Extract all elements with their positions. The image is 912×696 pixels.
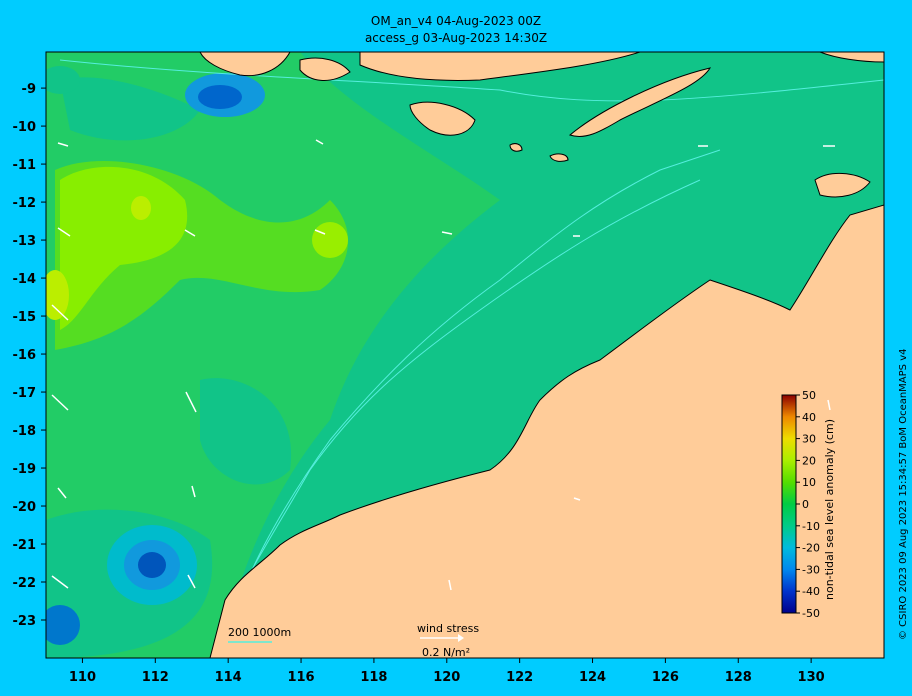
title-line-2: access_g 03-Aug-2023 14:30Z [364, 31, 548, 45]
anomaly-low-north-core [198, 85, 242, 109]
colorbar-title: non-tidal sea level anomaly (cm) [823, 419, 836, 600]
colorbar-tick-label: -40 [802, 585, 820, 598]
anomaly-peak-1 [131, 196, 151, 220]
x-tick-label: 114 [215, 670, 242, 685]
map-field [46, 52, 884, 658]
y-tick-label: -15 [13, 310, 37, 325]
credit-text: © CSIRO 2023 09 Aug 2023 15:34:57 BoM Oc… [898, 348, 909, 641]
y-tick-label: -11 [13, 158, 37, 173]
colorbar-tick-label: -50 [802, 607, 820, 620]
land-island-small [549, 153, 569, 162]
colorbar-tick-label: -30 [802, 563, 820, 576]
x-tick-label: 128 [725, 670, 752, 685]
anomaly-peak-2 [312, 222, 348, 258]
colorbar-tick-label: 50 [802, 389, 816, 402]
colorbar-tick-label: 0 [802, 498, 809, 511]
y-tick-label: -13 [13, 234, 37, 249]
colorbar-tick-label: 10 [802, 476, 816, 489]
anomaly-teal-nw [60, 77, 200, 141]
wind-stress-label: wind stress [417, 622, 479, 635]
title-line-1: OM_an_v4 04-Aug-2023 00Z [370, 14, 542, 28]
land-island-3 [359, 52, 641, 81]
anomaly-teal-mid [200, 378, 292, 485]
anomaly-yellowgreen-core [60, 166, 188, 330]
colorbar-tick-label: 40 [802, 411, 816, 424]
y-tick-label: -21 [13, 538, 37, 553]
anomaly-low-sw [46, 605, 80, 645]
land-island-2 [299, 57, 351, 81]
colorbar-tick-label: 30 [802, 433, 816, 446]
colorbar [781, 394, 797, 614]
wind-stress-value: 0.2 N/m² [422, 646, 470, 659]
land-australia [209, 204, 884, 658]
land-island-rote [509, 143, 523, 152]
colorbar-tick-label: -10 [802, 520, 820, 533]
x-tick-label: 116 [287, 670, 314, 685]
y-tick-label: -20 [13, 500, 37, 515]
x-tick-label: 120 [433, 670, 460, 685]
anomaly-teal-nw-corner [46, 66, 80, 94]
x-tick-label: 130 [798, 670, 825, 685]
isobath-north [59, 59, 884, 102]
x-tick-label: 112 [142, 670, 169, 685]
isobath-200m [209, 179, 701, 658]
y-tick-label: -18 [13, 424, 37, 439]
x-tick-label: 126 [652, 670, 679, 685]
y-tick-label: -23 [13, 614, 37, 629]
colorbar-ticks: 50 40 30 20 10 0 -10 -20 -30 -40 -50 [796, 389, 820, 620]
x-tick-label: 118 [360, 670, 387, 685]
x-axis-ticks: 110 112 114 116 118 120 122 124 126 128 130 [69, 658, 825, 685]
land-island-timor [568, 67, 712, 137]
y-axis-ticks: -9 -10 -11 -12 -13 -14 -15 -16 -17 -18 -19 -20 -21 -2… [13, 82, 46, 629]
wind-arrows [51, 139, 835, 591]
y-tick-label: -16 [13, 348, 37, 363]
x-tick-label: 110 [69, 670, 96, 685]
y-tick-label: -22 [13, 576, 37, 591]
x-tick-label: 124 [579, 670, 606, 685]
anomaly-low-south-core [138, 552, 166, 578]
y-tick-label: -9 [22, 82, 36, 97]
isobath-legend-label: 200 1000m [228, 626, 291, 639]
y-tick-label: -10 [13, 120, 37, 135]
y-tick-label: -17 [13, 386, 37, 401]
land-island-sumba [409, 101, 476, 136]
land-island-tiwi [814, 173, 871, 198]
y-tick-label: -14 [13, 272, 37, 287]
map-frame [45, 51, 885, 659]
land-island-1 [199, 52, 291, 77]
colorbar-tick-label: 20 [802, 454, 816, 467]
colorbar-tick-label: -20 [802, 542, 820, 555]
wind-stress-arrowhead [458, 634, 464, 642]
isobath-1000m [219, 149, 721, 658]
anomaly-peak-3 [46, 270, 69, 320]
y-tick-label: -19 [13, 462, 37, 477]
y-tick-label: -12 [13, 196, 37, 211]
x-tick-label: 122 [506, 670, 533, 685]
